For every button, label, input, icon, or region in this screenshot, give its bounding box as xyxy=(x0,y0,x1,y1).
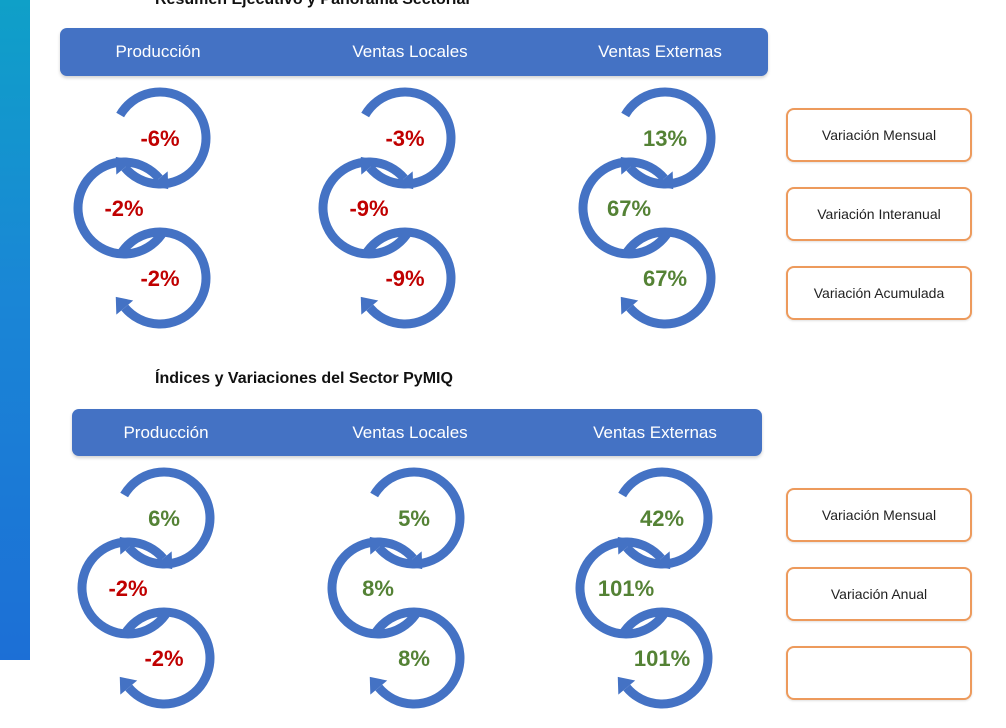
variation-value: 67% xyxy=(643,266,687,291)
cycle-arrow-head xyxy=(404,551,423,570)
legend-box-third xyxy=(786,646,972,700)
cycle-arrow-arc xyxy=(327,537,422,639)
cycle-arrow-head xyxy=(620,296,639,315)
variation-value: -2% xyxy=(108,576,147,601)
legend-variacion-mensual: Variación Mensual xyxy=(786,108,972,162)
side-color-band xyxy=(0,0,30,660)
section2-ventas-locales-chain: 5% 8% 8% xyxy=(327,467,465,709)
variation-value: 101% xyxy=(598,576,654,601)
header-ventas-externas-2: Ventas Externas xyxy=(593,422,717,442)
legend-variacion-anual: Variación Anual xyxy=(786,567,972,621)
cycle-arrow-head xyxy=(395,171,414,190)
variation-value: -2% xyxy=(144,646,183,671)
cycle-arrow-head xyxy=(115,296,134,315)
section1-ventas-externas-chain: 13% 67% 67% xyxy=(578,87,716,329)
variation-value: -9% xyxy=(349,196,388,221)
cycle-arrow-head xyxy=(360,296,379,315)
legend-variacion-interanual: Variación Interanual xyxy=(786,187,972,241)
legend-variacion-mensual-2: Variación Mensual xyxy=(786,488,972,542)
legend-variacion-acumulada: Variación Acumulada xyxy=(786,266,972,320)
header-ventas-externas: Ventas Externas xyxy=(598,42,722,61)
header-produccion-2: Producción xyxy=(123,422,209,442)
section2-ventas-externas-chain: 42% 101% 101% xyxy=(575,467,713,709)
header-produccion: Producción xyxy=(115,42,201,61)
cycle-arrow-head xyxy=(150,171,169,190)
section1-produccion-chain: -6% -2% -2% xyxy=(73,87,211,329)
cycle-arrow-arc xyxy=(578,157,673,259)
variation-value: -3% xyxy=(385,126,424,151)
variation-value: -2% xyxy=(140,266,179,291)
variation-value: -6% xyxy=(140,126,179,151)
variation-value: -2% xyxy=(104,196,143,221)
cycle-arrow-arc xyxy=(318,157,413,259)
variation-value: 67% xyxy=(607,196,651,221)
cycle-arrow-arc xyxy=(116,227,211,329)
variation-value: -9% xyxy=(385,266,424,291)
variation-value: 13% xyxy=(643,126,687,151)
section2-header-bar: Producción Ventas Locales Ventas Externa… xyxy=(72,409,762,456)
section1-ventas-locales-chain: -3% -9% -9% xyxy=(318,87,456,329)
cycle-arrow-arc xyxy=(361,227,456,329)
variation-value: 8% xyxy=(398,646,430,671)
cycle-arrow-arc xyxy=(77,537,172,639)
cycle-arrow-head xyxy=(154,551,173,570)
variation-value: 101% xyxy=(634,646,690,671)
variation-value: 8% xyxy=(362,576,394,601)
variation-value: 6% xyxy=(148,506,180,531)
cycle-arrow-head xyxy=(655,171,674,190)
cycle-arrow-arc xyxy=(621,227,716,329)
cycle-arrow-head xyxy=(652,551,671,570)
variation-value: 42% xyxy=(640,506,684,531)
section-title-indices: Índices y Variaciones del Sector PyMIQ xyxy=(155,370,453,387)
cycle-arrow-arc xyxy=(73,157,168,259)
section1-header-bar: Producción Ventas Locales Ventas Externa… xyxy=(60,28,768,76)
header-ventas-locales: Ventas Locales xyxy=(352,42,468,61)
header-ventas-locales-2: Ventas Locales xyxy=(352,422,468,442)
cycle-arrow-arc xyxy=(575,537,670,639)
section-title-resumen: Resumen Ejecutivo y Panorama Sectorial xyxy=(155,0,470,9)
section2-produccion-chain: 6% -2% -2% xyxy=(77,467,215,709)
variation-value: 5% xyxy=(398,506,430,531)
